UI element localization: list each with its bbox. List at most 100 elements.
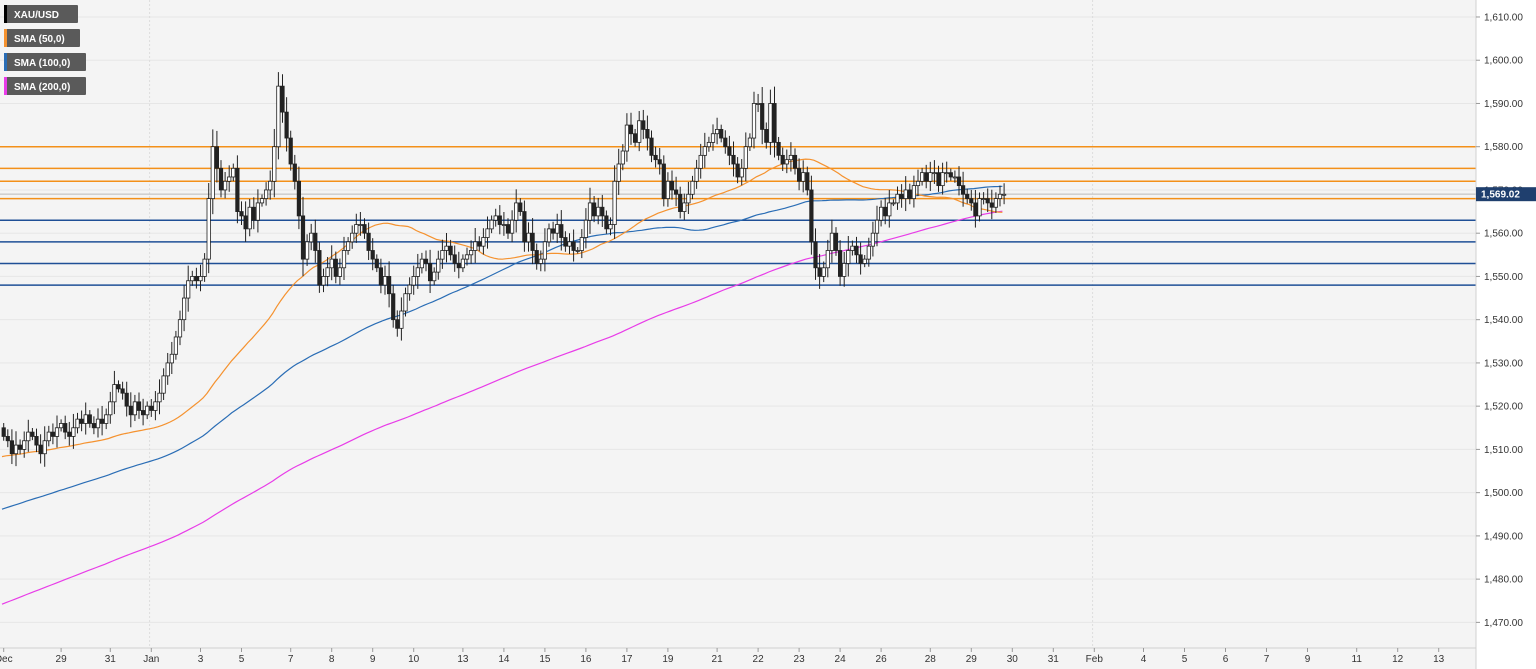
candle-down (719, 129, 724, 139)
candle-up (620, 150, 625, 165)
candle-down (91, 423, 96, 429)
candle-up (227, 176, 232, 182)
candle-down (100, 418, 105, 424)
candle-up (686, 193, 691, 204)
x-tick-label: Dec (0, 654, 13, 665)
candle-up (173, 336, 178, 355)
candle-up (325, 267, 330, 277)
candle-down (628, 124, 634, 135)
candle-up (341, 250, 347, 269)
x-tick-label: 31 (1048, 654, 1060, 665)
candle-down (518, 202, 523, 212)
candle-down (292, 163, 297, 182)
y-tick-label: 1,600.00 (1484, 56, 1523, 67)
x-tick-label: 16 (580, 654, 592, 665)
candle-down (300, 215, 306, 260)
candle-down (214, 146, 219, 169)
x-tick-label: 23 (794, 654, 806, 665)
candle-up (26, 431, 31, 442)
candle-up (784, 159, 789, 165)
candle-up (846, 250, 851, 264)
x-tick-label: 4 (1141, 654, 1147, 665)
candle-up (698, 154, 703, 169)
candle-up (682, 202, 687, 212)
candle-up (690, 180, 695, 195)
candle-down (961, 185, 966, 195)
x-tick-label: 5 (1182, 654, 1188, 665)
candle-down (809, 189, 814, 243)
x-tick-label: 15 (539, 654, 551, 665)
candle-down (391, 293, 396, 321)
candle-down (317, 250, 322, 286)
candle-down (899, 193, 904, 199)
sma-100-line (1, 185, 1003, 510)
candle-up (751, 103, 757, 139)
candle-down (124, 392, 129, 407)
candle-up (464, 254, 470, 260)
candle-up (345, 241, 351, 251)
candle-up (756, 103, 761, 105)
legend-item-box (4, 5, 78, 23)
candle-up (263, 189, 269, 199)
candle-down (497, 215, 502, 225)
candle-down (456, 263, 461, 269)
candle-down (985, 198, 990, 204)
y-tick-label: 1,530.00 (1484, 358, 1523, 369)
candle-down (366, 232, 371, 251)
candle-down (760, 103, 765, 130)
x-tick-label: 21 (712, 654, 724, 665)
candle-down (661, 163, 666, 199)
candle-up (272, 146, 277, 182)
candle-up (104, 414, 109, 424)
x-tick-label: 9 (1305, 654, 1311, 665)
x-tick-label: 7 (288, 654, 294, 665)
candle-down (805, 172, 810, 191)
candle-down (140, 410, 146, 416)
legend: XAU/USD SMA (50,0) SMA (100,0) SMA (200,0) (4, 5, 86, 95)
candle-down (116, 384, 121, 390)
candle-up (997, 193, 1003, 199)
candle-up (829, 232, 835, 251)
candle-up (993, 198, 999, 208)
candle-up (579, 237, 584, 251)
x-tick-label: 11 (1352, 654, 1363, 665)
candle-down (883, 206, 888, 217)
candle-up (952, 176, 958, 179)
current-price-tag: 1,569.02 (1476, 187, 1536, 202)
candle-down (9, 440, 14, 455)
candle-up (46, 431, 51, 442)
candle-up (567, 241, 572, 247)
candlesticks (1, 72, 1007, 467)
current-price-badge (1476, 187, 1536, 202)
legend-item-box (4, 29, 80, 47)
x-tick-label: 29 (56, 654, 68, 665)
candle-down (817, 267, 822, 277)
x-tick-label: 29 (966, 654, 978, 665)
candle-down (284, 111, 289, 139)
candle-down (731, 154, 736, 165)
candle-up (981, 198, 986, 200)
candle-down (633, 133, 638, 143)
candle-up (157, 392, 162, 403)
candle-up (944, 172, 949, 175)
candle-up (555, 224, 560, 234)
candle-up (177, 319, 183, 338)
x-tick-label: 13 (457, 654, 469, 665)
candle-down (34, 436, 39, 446)
candle-down (813, 241, 818, 269)
candle-up (337, 267, 343, 277)
x-tick-label: 17 (621, 654, 633, 665)
candle-down (534, 250, 539, 264)
candle-down (776, 141, 781, 156)
candle-down (505, 224, 511, 234)
candle-up (694, 167, 699, 182)
y-tick-label: 1,510.00 (1484, 445, 1523, 456)
candle-up (575, 250, 580, 252)
candle-up (583, 219, 589, 238)
legend-color-swatch (4, 53, 7, 71)
candle-down (448, 245, 453, 256)
candle-up (259, 198, 265, 204)
candle-up (870, 232, 876, 247)
candle-up (190, 276, 195, 282)
candle-down (243, 215, 248, 230)
